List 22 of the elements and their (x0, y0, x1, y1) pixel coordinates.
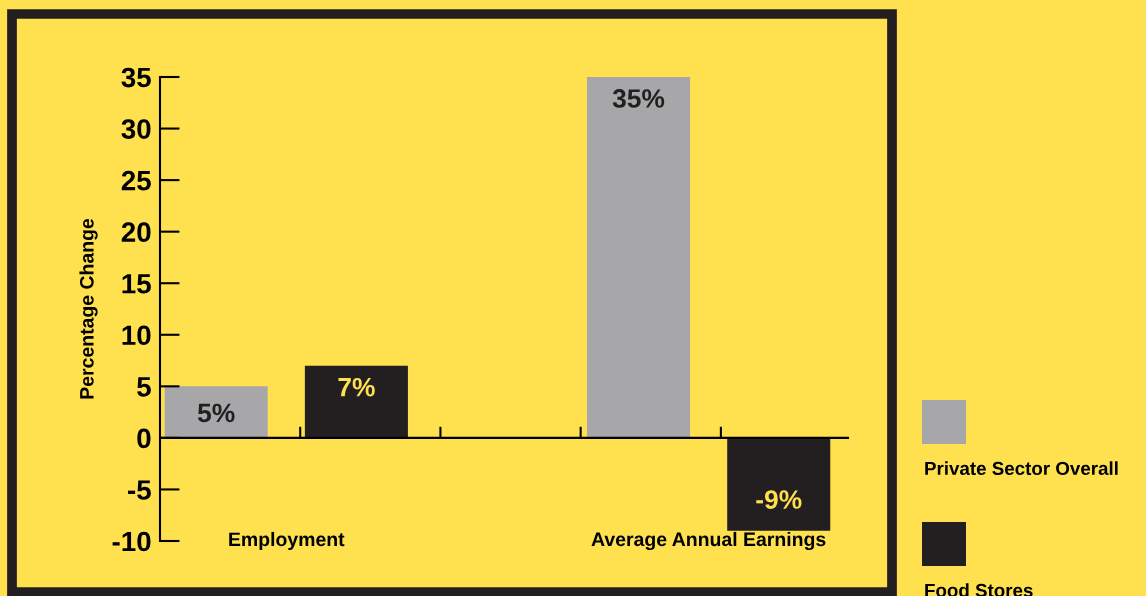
y-tick-label: 25 (121, 170, 151, 191)
y-tick-label: -5 (128, 480, 151, 500)
bar (164, 386, 268, 438)
data-label: 7% (338, 377, 375, 397)
x-tick-label: Average Annual Earnings (591, 531, 826, 551)
data-label: 5% (197, 403, 235, 423)
y-tick-label: 20 (121, 222, 151, 243)
y-tick-label: -10 (112, 531, 151, 552)
y-tick-label: 5 (137, 377, 151, 397)
y-tick-label: 0 (137, 428, 151, 449)
y-tick-label: 30 (121, 119, 151, 139)
y-tick-label: 15 (122, 274, 151, 294)
x-tick-label: Employment (229, 531, 345, 551)
bar (304, 365, 408, 438)
y-axis-title: Percentage Change (79, 218, 98, 399)
bar (586, 77, 691, 438)
data-label: -9% (756, 490, 802, 509)
legend-label: Private Sector Overall (925, 461, 1118, 476)
y-tick-label: 10 (122, 325, 151, 346)
bar (727, 437, 831, 531)
data-label: 35% (612, 89, 665, 108)
y-tick-label: 35 (121, 67, 151, 88)
